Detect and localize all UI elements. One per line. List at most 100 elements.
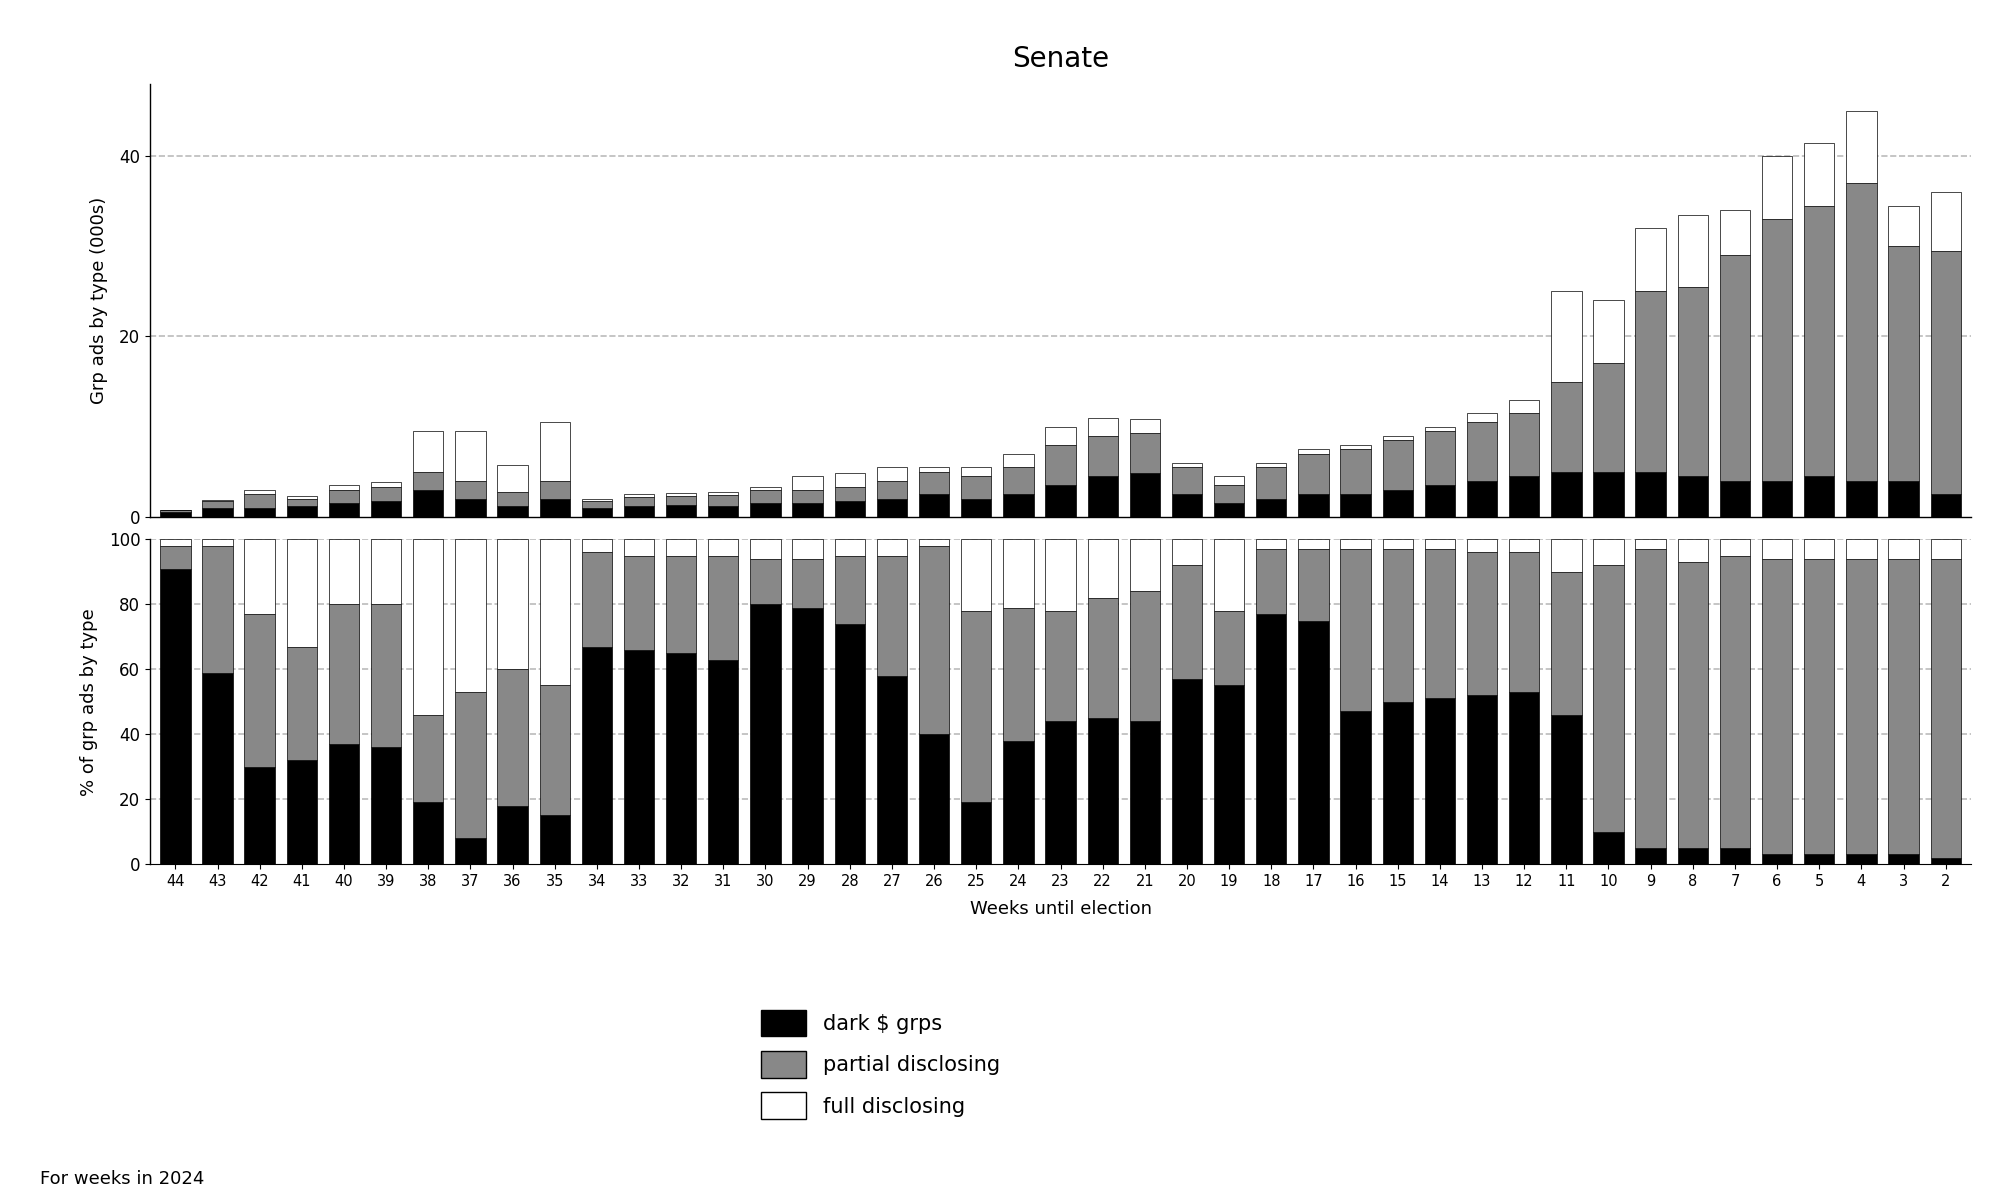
Bar xyxy=(1045,540,1077,611)
Bar xyxy=(1889,854,1919,864)
Bar xyxy=(1425,426,1455,431)
Bar xyxy=(540,540,570,685)
Bar xyxy=(708,496,738,506)
Bar xyxy=(1383,540,1413,550)
Bar xyxy=(160,569,190,864)
Bar xyxy=(1719,556,1751,847)
Bar xyxy=(792,559,822,607)
Bar xyxy=(202,546,232,672)
Y-axis label: Grp ads by type (000s): Grp ads by type (000s) xyxy=(90,197,108,404)
Bar xyxy=(1847,184,1877,481)
Bar xyxy=(876,676,906,864)
Bar xyxy=(370,540,402,605)
Text: WESLEYAN: WESLEYAN xyxy=(1689,1049,1773,1063)
Bar xyxy=(1763,220,1793,481)
Bar xyxy=(1763,481,1793,517)
Bar xyxy=(1299,540,1329,550)
Bar xyxy=(202,672,232,864)
Bar xyxy=(1719,481,1751,517)
Bar xyxy=(834,487,864,500)
Bar xyxy=(750,490,780,503)
Bar xyxy=(1763,540,1793,559)
Bar xyxy=(960,803,990,864)
Bar xyxy=(624,556,654,649)
Bar xyxy=(1509,400,1539,413)
Bar xyxy=(1677,287,1709,476)
Bar xyxy=(666,505,696,517)
Bar xyxy=(1383,550,1413,702)
Bar xyxy=(1299,550,1329,620)
Bar xyxy=(244,540,274,614)
Bar xyxy=(1045,611,1077,721)
Bar xyxy=(370,605,402,748)
Bar xyxy=(498,805,528,864)
Bar xyxy=(1719,210,1751,256)
Bar xyxy=(876,481,906,499)
Bar xyxy=(412,472,444,490)
Bar xyxy=(960,467,990,476)
Bar xyxy=(1805,559,1835,854)
Bar xyxy=(834,500,864,517)
Bar xyxy=(498,506,528,517)
Bar xyxy=(834,540,864,556)
Bar xyxy=(1215,485,1245,503)
Bar xyxy=(1425,540,1455,550)
Bar xyxy=(918,467,948,472)
Bar xyxy=(1847,854,1877,864)
Bar xyxy=(370,500,402,517)
Bar xyxy=(370,482,402,487)
Bar xyxy=(834,474,864,487)
Bar xyxy=(286,506,316,517)
Bar xyxy=(918,494,948,517)
Bar xyxy=(834,624,864,864)
Bar xyxy=(160,546,190,569)
Bar xyxy=(412,715,444,803)
Y-axis label: % of grp ads by type: % of grp ads by type xyxy=(80,608,98,796)
Bar xyxy=(328,490,358,503)
Bar xyxy=(792,490,822,503)
Bar xyxy=(1719,847,1751,864)
Bar xyxy=(1889,559,1919,854)
Bar xyxy=(1299,454,1329,494)
Bar xyxy=(750,487,780,490)
Bar xyxy=(244,614,274,767)
Bar xyxy=(328,485,358,490)
Bar xyxy=(1045,485,1077,517)
Bar xyxy=(624,494,654,497)
Bar xyxy=(1257,614,1287,864)
Bar xyxy=(1341,540,1371,550)
Bar xyxy=(412,803,444,864)
Bar xyxy=(412,431,444,472)
Bar xyxy=(792,607,822,864)
Bar xyxy=(1805,540,1835,559)
Bar xyxy=(624,506,654,517)
Bar xyxy=(960,499,990,517)
Bar xyxy=(582,552,612,647)
Bar xyxy=(1593,364,1623,472)
Title: Senate: Senate xyxy=(1013,46,1109,73)
Bar xyxy=(1257,467,1287,499)
Bar xyxy=(456,431,486,481)
Bar xyxy=(286,760,316,864)
Bar xyxy=(1131,592,1161,721)
Bar xyxy=(918,734,948,864)
Bar xyxy=(750,605,780,864)
Bar xyxy=(286,499,316,506)
Bar xyxy=(1467,413,1497,422)
Bar xyxy=(1173,463,1203,467)
Bar xyxy=(202,500,232,508)
Bar xyxy=(370,487,402,500)
Bar xyxy=(1763,559,1793,854)
Bar xyxy=(498,466,528,492)
Bar xyxy=(1045,445,1077,485)
Bar xyxy=(1257,463,1287,467)
Bar xyxy=(1593,832,1623,864)
Bar xyxy=(1257,540,1287,550)
Bar xyxy=(1087,540,1119,598)
Bar xyxy=(1087,476,1119,517)
Bar xyxy=(1677,540,1709,562)
Bar xyxy=(1003,494,1035,517)
Text: For weeks in 2024: For weeks in 2024 xyxy=(40,1170,204,1188)
Bar xyxy=(876,467,906,481)
Bar xyxy=(1931,192,1961,251)
